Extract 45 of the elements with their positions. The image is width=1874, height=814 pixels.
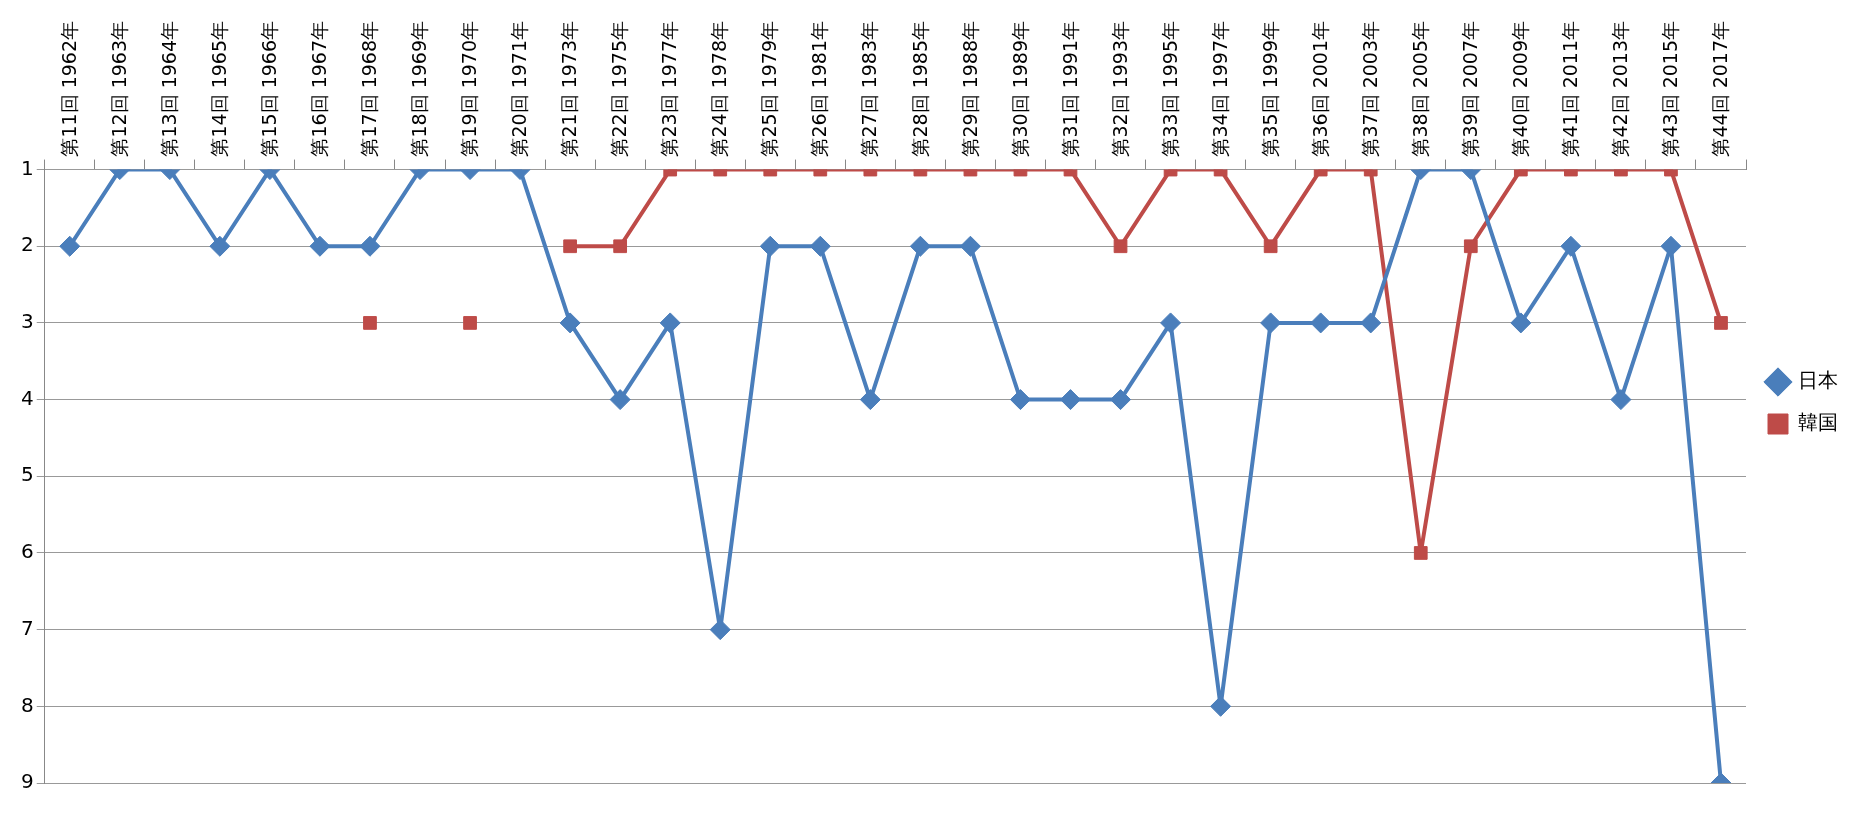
x-tick-label: 第43回 2015年 <box>1659 20 1682 157</box>
x-tick-label: 第42回 2013年 <box>1609 20 1632 157</box>
x-tick-label: 第23回 1977年 <box>658 20 681 157</box>
x-tick-label: 第30回 1989年 <box>1008 20 1031 157</box>
x-tick-label: 第40回 2009年 <box>1508 20 1531 157</box>
y-tick-label: 5 <box>20 462 34 487</box>
x-tick-label: 第22回 1975年 <box>608 20 631 157</box>
x-tick-label: 第17回 1968年 <box>358 20 381 157</box>
x-tick-label: 第20回 1971年 <box>508 20 531 157</box>
x-tick-label: 第37回 2003年 <box>1358 20 1381 157</box>
x-tick-label: 第36回 2001年 <box>1308 20 1331 157</box>
y-tick-label: 2 <box>20 232 34 257</box>
x-tick-label: 第31回 1991年 <box>1058 20 1081 157</box>
x-tick-label: 第26回 1981年 <box>808 20 831 157</box>
x-tick-label: 第11回 1962年 <box>57 20 80 157</box>
x-tick-label: 第19回 1970年 <box>458 20 481 157</box>
x-tick-label: 第18回 1969年 <box>408 20 431 157</box>
y-tick-label: 9 <box>20 769 34 794</box>
x-tick-label: 第34回 1997年 <box>1208 20 1231 157</box>
x-tick-label: 第25回 1979年 <box>758 20 781 157</box>
x-tick-label: 第32回 1993年 <box>1108 20 1131 157</box>
y-tick-label: 3 <box>20 309 34 334</box>
x-tick-label: 第33回 1995年 <box>1158 20 1181 157</box>
y-tick-label: 6 <box>20 539 34 564</box>
x-tick-label: 第41回 2011年 <box>1559 20 1582 157</box>
x-tick-label: 第21回 1973年 <box>558 20 581 157</box>
x-tick-label: 第15回 1966年 <box>258 20 281 157</box>
y-tick-label: 1 <box>20 155 34 180</box>
x-tick-label: 第44回 2017年 <box>1709 20 1732 157</box>
x-tick-label: 第38回 2005年 <box>1408 20 1431 157</box>
y-tick-label: 8 <box>20 692 34 717</box>
legend-label: 韓国 <box>1798 410 1838 435</box>
x-tick-label: 第28回 1985年 <box>908 20 931 157</box>
x-tick-label: 第13回 1964年 <box>157 20 180 157</box>
x-tick-label: 第39回 2007年 <box>1458 20 1481 157</box>
x-tick-label: 第27回 1983年 <box>858 20 881 157</box>
x-tick-label: 第29回 1988年 <box>958 20 981 157</box>
x-tick-label: 第16回 1967年 <box>308 20 331 157</box>
y-tick-label: 4 <box>20 385 34 410</box>
x-tick-label: 第14回 1965年 <box>207 20 230 157</box>
x-tick-label: 第24回 1978年 <box>708 20 731 157</box>
x-tick-label: 第35回 1999年 <box>1258 20 1281 157</box>
y-tick-label: 7 <box>20 615 34 640</box>
legend-label: 日本 <box>1798 368 1838 393</box>
x-tick-label: 第12回 1963年 <box>107 20 130 157</box>
